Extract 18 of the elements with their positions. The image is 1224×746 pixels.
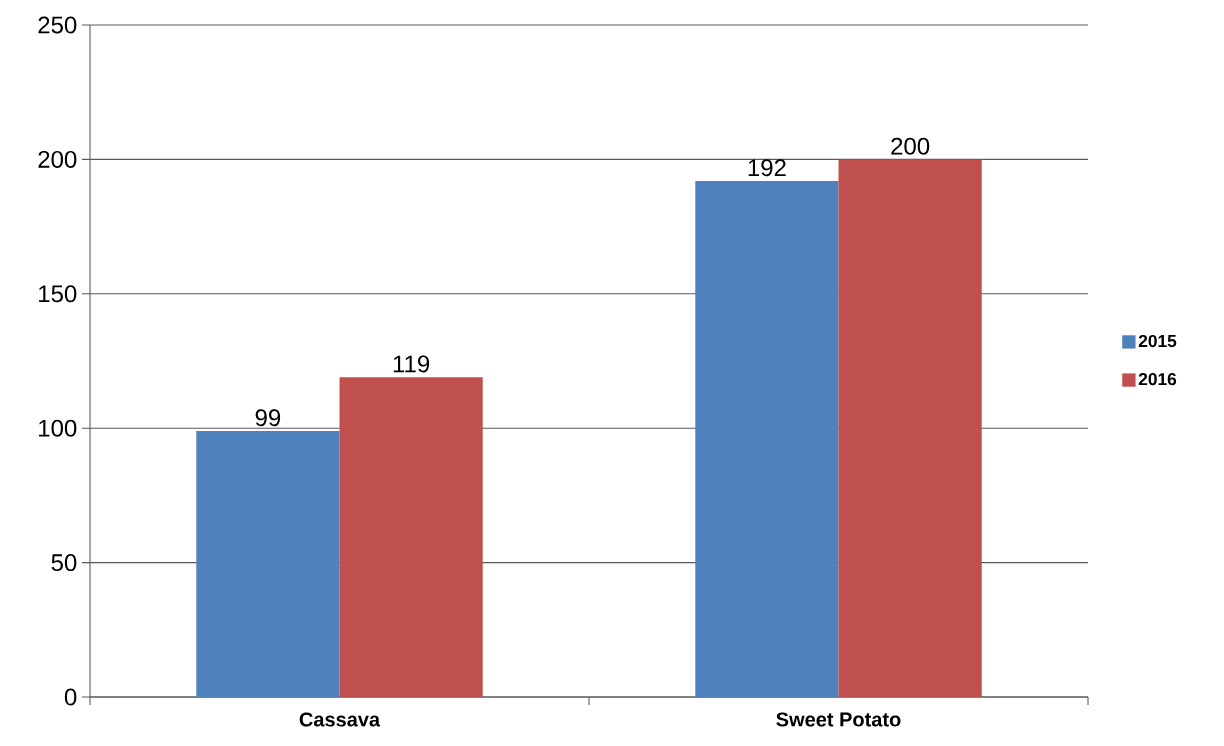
y-tick-label: 100 xyxy=(39,419,77,437)
y-tick-label: 150 xyxy=(39,285,77,303)
bar xyxy=(838,159,982,697)
bar xyxy=(695,180,839,697)
y-tick-label: 250 xyxy=(38,16,77,34)
data-label: 200 xyxy=(891,137,930,155)
x-tick-label: Cassava xyxy=(299,712,381,727)
legend-label: 2015 xyxy=(1138,334,1177,348)
data-label: 192 xyxy=(748,159,786,177)
x-tick-label: Sweet Potato xyxy=(776,712,901,727)
y-tick-label: 200 xyxy=(38,150,77,168)
data-label: 99 xyxy=(255,409,281,427)
bar xyxy=(339,377,483,697)
legend-label: 2016 xyxy=(1138,372,1177,386)
data-label: 119 xyxy=(393,355,430,373)
y-tick-label: 50 xyxy=(51,554,77,572)
bar xyxy=(196,430,340,697)
y-tick-label: 0 xyxy=(64,688,77,706)
